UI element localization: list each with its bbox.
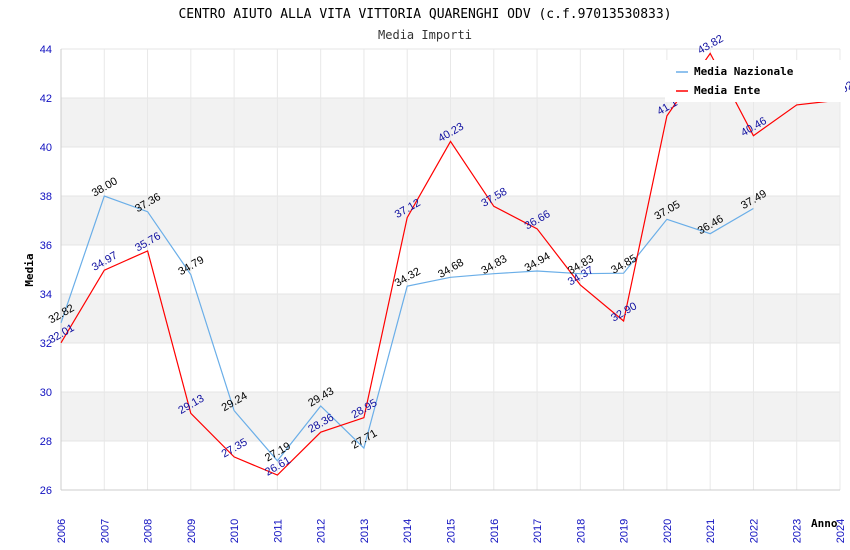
x-tick-label: 2015	[446, 519, 458, 543]
x-tick-label: 2011	[272, 519, 284, 543]
chart-title: CENTRO AIUTO ALLA VITA VITTORIA QUARENGH…	[178, 7, 671, 22]
y-tick-label: 34	[40, 289, 52, 301]
y-tick-label: 38	[40, 191, 52, 203]
x-tick-label: 2008	[143, 519, 155, 543]
y-tick-label: 30	[40, 387, 52, 399]
x-tick-label: 2006	[56, 519, 68, 543]
y-tick-label: 36	[40, 240, 52, 252]
y-tick-label: 40	[40, 142, 52, 154]
x-tick-label: 2013	[359, 519, 371, 543]
x-tick-label: 2009	[186, 519, 198, 543]
legend-label-ente: Media Ente	[694, 84, 761, 97]
legend-label-naz: Media Nazionale	[694, 65, 794, 78]
x-tick-label: 2017	[532, 519, 544, 543]
x-tick-label: 2023	[792, 519, 804, 543]
y-tick-label: 26	[40, 485, 52, 497]
y-tick-label: 42	[40, 93, 52, 105]
y-tick-label: 32	[40, 338, 52, 350]
x-tick-label: 2016	[489, 519, 501, 543]
legend: Media Nazionale Media Ente	[665, 60, 845, 102]
series-lines	[60, 52, 841, 476]
x-tick-label: 2022	[748, 519, 760, 543]
x-tick-label: 2021	[705, 519, 717, 543]
x-tick-label: 2018	[575, 519, 587, 543]
x-tick-label: 2020	[662, 519, 674, 543]
y-tick-label: 28	[40, 436, 52, 448]
x-tick-label: 2024	[835, 519, 847, 543]
y-axis-label: Media	[23, 253, 36, 286]
x-tick-label: 2019	[619, 519, 631, 543]
x-tick-label: 2010	[229, 519, 241, 543]
grid-bands	[60, 48, 841, 491]
x-axis-ticks: 2006 2007 2008 2009 2010 2011 2012 2013 2014 2015…	[56, 519, 847, 543]
x-tick-label: 2012	[316, 519, 328, 543]
y-tick-label: 44	[40, 44, 52, 56]
chart-subtitle: Media Importi	[378, 28, 472, 42]
x-axis-label: Anno	[811, 517, 838, 530]
x-tick-label: 2007	[99, 519, 111, 543]
y-axis-ticks: 26 28 30 32 34 36 38 40 42 44	[40, 44, 52, 497]
x-tick-label: 2014	[402, 519, 414, 543]
series-line-ente	[60, 52, 841, 476]
legend-box	[665, 60, 845, 102]
